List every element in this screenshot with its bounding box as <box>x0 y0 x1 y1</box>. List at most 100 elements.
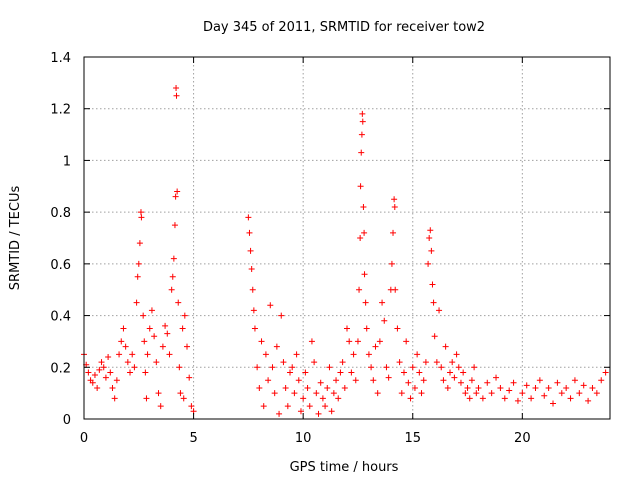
data-point <box>142 369 149 376</box>
data-point <box>135 260 142 267</box>
data-point <box>372 343 379 350</box>
data-point <box>429 281 436 288</box>
data-point <box>362 299 369 306</box>
data-point <box>262 351 269 358</box>
data-point <box>348 369 355 376</box>
data-point <box>589 384 596 391</box>
data-point <box>180 395 187 402</box>
data-point <box>324 384 331 391</box>
data-point <box>436 307 443 314</box>
data-point <box>170 255 177 262</box>
data-point <box>344 325 350 332</box>
data-point <box>177 390 184 397</box>
data-point <box>420 377 427 384</box>
plot-frame <box>83 56 611 420</box>
data-point <box>352 377 359 384</box>
data-point <box>306 403 313 410</box>
data-point <box>176 364 183 371</box>
data-point <box>405 379 412 386</box>
data-point <box>250 307 257 314</box>
data-point <box>510 379 517 386</box>
data-point <box>418 390 425 397</box>
data-point <box>576 390 583 397</box>
data-point <box>116 351 123 358</box>
data-point <box>398 390 405 397</box>
data-point <box>143 395 150 402</box>
data-point <box>287 369 294 376</box>
data-point <box>113 377 120 384</box>
data-point <box>381 317 388 324</box>
y-tick-label: 1.4 <box>50 51 71 66</box>
data-point <box>159 343 166 350</box>
data-point <box>282 384 289 391</box>
data-point <box>184 343 191 350</box>
data-point <box>148 307 155 314</box>
data-point <box>162 322 169 329</box>
data-point <box>120 325 127 332</box>
data-point <box>265 377 272 384</box>
y-axis-title: SRMTID / TECUs <box>8 186 23 291</box>
data-point <box>302 369 309 376</box>
data-point <box>479 395 486 402</box>
data-point <box>94 384 101 391</box>
data-point <box>131 364 138 371</box>
data-point <box>350 351 357 358</box>
data-point <box>85 369 92 376</box>
data-point <box>313 390 320 397</box>
data-point <box>157 403 164 410</box>
data-point <box>428 247 435 254</box>
data-point <box>311 359 318 366</box>
data-point <box>468 377 475 384</box>
data-point <box>385 374 392 381</box>
data-point <box>133 299 140 306</box>
data-point <box>563 384 570 391</box>
data-point <box>107 369 114 376</box>
data-point <box>247 247 254 254</box>
data-point <box>173 92 180 99</box>
data-point <box>284 403 291 410</box>
data-point <box>129 351 136 358</box>
data-point <box>536 377 543 384</box>
data-point <box>328 408 335 415</box>
data-point <box>339 359 346 366</box>
data-point <box>173 85 180 92</box>
data-point <box>346 338 353 345</box>
data-point <box>96 366 103 373</box>
y-tick-label: 0 <box>63 413 71 428</box>
data-point <box>289 364 296 371</box>
chart-title: Day 345 of 2011, SRMTID for receiver tow… <box>203 20 485 35</box>
data-point <box>528 395 535 402</box>
data-point <box>315 410 322 417</box>
x-tick-label: 10 <box>295 431 312 446</box>
data-point <box>453 351 460 358</box>
data-point <box>245 214 252 221</box>
data-point <box>137 209 144 216</box>
data-point <box>179 325 186 332</box>
data-point <box>598 377 605 384</box>
y-tick-label: 1.2 <box>50 103 71 118</box>
data-point <box>558 390 565 397</box>
data-point <box>144 351 151 358</box>
data-point <box>532 384 539 391</box>
data-point <box>300 395 307 402</box>
data-point <box>466 395 473 402</box>
data-point <box>390 229 397 236</box>
data-point <box>295 377 302 384</box>
data-point <box>333 377 340 384</box>
data-point <box>358 131 365 138</box>
data-point <box>460 369 467 376</box>
data-point <box>276 410 283 417</box>
data-point <box>571 377 578 384</box>
data-point <box>438 364 445 371</box>
data-point <box>335 395 342 402</box>
data-point <box>514 397 521 404</box>
data-point <box>256 384 263 391</box>
data-point <box>91 372 98 379</box>
data-point <box>317 379 324 386</box>
data-point <box>431 333 438 340</box>
data-point <box>293 351 300 358</box>
data-point <box>100 364 107 371</box>
x-tick-label: 5 <box>189 431 197 446</box>
data-point <box>151 333 158 340</box>
